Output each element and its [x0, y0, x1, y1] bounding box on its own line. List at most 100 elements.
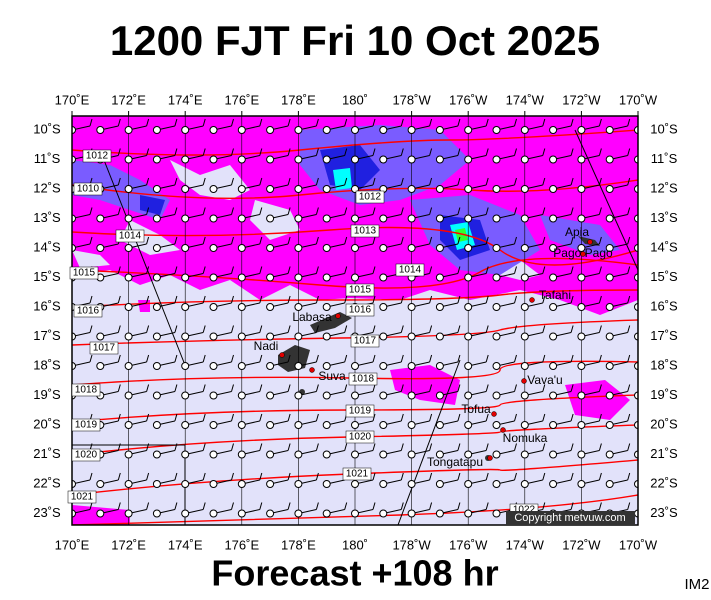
barb-station — [351, 509, 359, 518]
barb-flag — [598, 148, 602, 156]
barb-station — [605, 244, 614, 252]
barb-flag — [202, 148, 206, 156]
barb-flag — [457, 236, 461, 245]
barb-station — [379, 303, 388, 311]
barb-flag — [231, 177, 234, 186]
barb-flag — [400, 118, 404, 127]
barb-flag — [542, 325, 546, 333]
barb-flag — [570, 443, 574, 451]
lat-label: 12˚S — [650, 180, 678, 195]
barb-station — [577, 185, 586, 193]
barb-station — [605, 362, 614, 370]
barb-station — [520, 362, 529, 370]
place-marker — [491, 411, 497, 417]
barb-flag — [259, 148, 263, 156]
barb-flag — [372, 502, 376, 510]
isobar-label-box — [73, 182, 103, 196]
barb-flag — [287, 295, 291, 304]
isobar-label: 1019 — [75, 420, 98, 431]
barb-station — [577, 126, 586, 134]
barb-station — [181, 185, 190, 193]
barb-flag — [259, 502, 263, 510]
barb-station — [379, 244, 388, 252]
barb-station — [209, 509, 218, 518]
forecast-label: Forecast +108 hr — [211, 553, 498, 594]
lon-label: 172˚W — [562, 92, 601, 107]
barb-flag — [146, 384, 150, 392]
barb-station — [152, 126, 161, 134]
barb-station — [492, 362, 501, 370]
barb-station — [294, 421, 303, 429]
barb-station — [520, 480, 529, 488]
barb-station — [294, 273, 303, 282]
place-marker — [587, 239, 593, 245]
barb-station — [294, 509, 303, 518]
barb-station — [435, 362, 444, 370]
barb-flag — [202, 207, 206, 215]
barb-flag — [315, 236, 319, 245]
barb-flag — [259, 325, 263, 333]
barb-flag — [174, 118, 178, 127]
barb-flag — [627, 502, 631, 510]
barb-flag — [372, 236, 376, 245]
barb-station — [407, 450, 416, 459]
barb-flag — [259, 443, 263, 451]
barb-flag — [598, 295, 602, 304]
barb-station — [209, 303, 218, 311]
place-label: Apia — [565, 225, 589, 239]
barb-station — [435, 273, 444, 282]
barb-flag — [627, 266, 631, 274]
barb-flag — [202, 118, 206, 127]
barb-flag — [457, 502, 461, 510]
barb-station — [549, 303, 558, 311]
barb-station — [351, 273, 359, 282]
barb-flag — [231, 325, 234, 333]
barb-station — [379, 509, 388, 518]
barb-station — [464, 480, 473, 488]
barb-flag — [598, 266, 602, 274]
barb-flag — [627, 118, 631, 127]
barb-station — [549, 214, 558, 223]
barb-station — [237, 214, 246, 223]
barb-flag — [514, 266, 517, 274]
barb-flag — [174, 207, 178, 215]
barb-station — [464, 185, 473, 193]
barb-station — [407, 421, 416, 429]
barb-flag — [344, 266, 348, 274]
barb-station — [464, 155, 473, 164]
barb-station — [577, 362, 586, 370]
barb-station — [634, 303, 638, 311]
barb-flag — [174, 236, 178, 245]
barb-flag — [231, 148, 234, 156]
barb-station — [266, 155, 275, 164]
barb-station — [237, 332, 246, 341]
barb-station — [124, 155, 133, 164]
image-code: IM2 — [684, 576, 709, 593]
lon-label: 172˚E — [111, 92, 146, 107]
barb-flag — [542, 295, 546, 304]
barb-flag — [429, 413, 433, 422]
barb-flag — [146, 266, 150, 274]
barb-flag — [457, 472, 461, 481]
barb-flag — [117, 384, 121, 392]
barb-flag — [344, 502, 348, 510]
isobar-label: 1014 — [119, 231, 142, 242]
barb-station — [605, 126, 614, 134]
barb-flag — [429, 148, 433, 156]
isobar-label-box — [350, 224, 380, 238]
barb-flag — [202, 325, 206, 333]
barb-station — [322, 480, 331, 488]
lon-label: 174˚E — [168, 537, 203, 552]
barb-flag — [146, 472, 150, 481]
barb-flag — [542, 502, 546, 510]
barb-flag — [570, 118, 574, 127]
barb-station — [181, 244, 190, 252]
barb-station — [520, 214, 529, 223]
barb-flag — [287, 472, 291, 481]
barb-station — [351, 391, 359, 400]
barb-flag — [514, 443, 517, 451]
barb-flag — [344, 384, 348, 392]
isobar-label-box — [355, 190, 385, 204]
place-label: Labasa — [292, 310, 332, 324]
isobar-label: 1016 — [77, 306, 100, 317]
